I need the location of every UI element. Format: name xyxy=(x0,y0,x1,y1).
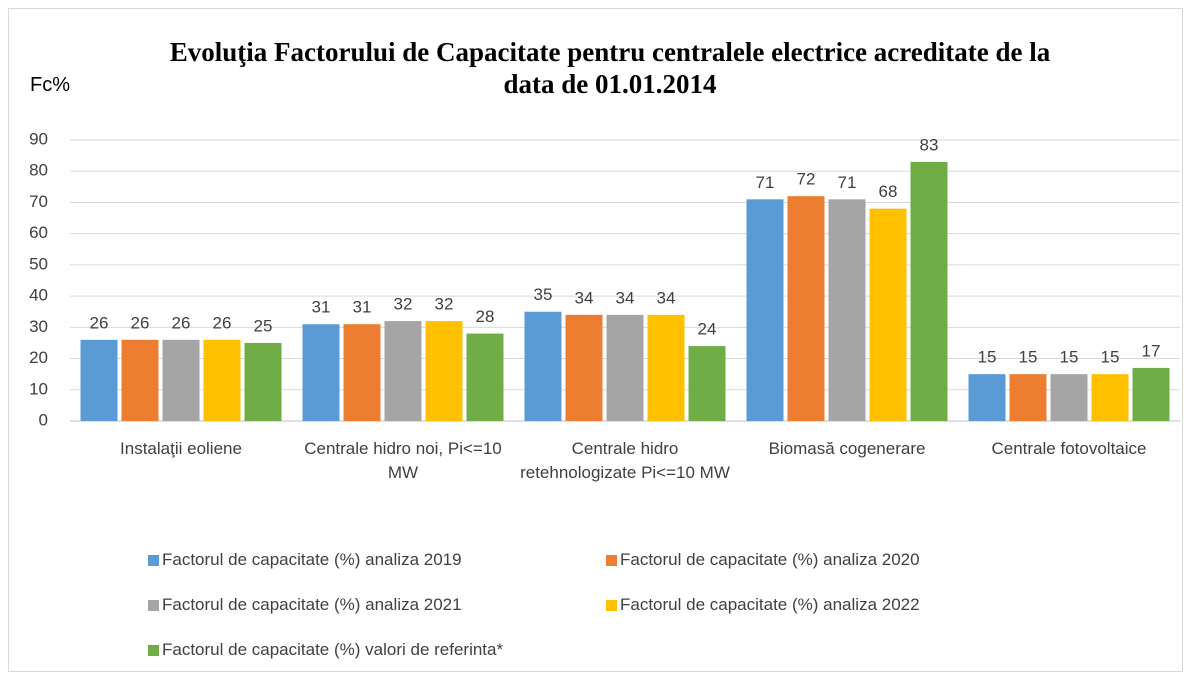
y-tick-label: 60 xyxy=(29,223,48,242)
data-label: 26 xyxy=(131,313,150,332)
legend-swatch xyxy=(606,554,617,566)
legend-swatch xyxy=(148,644,159,656)
legend-label: Factorul de capacitate (%) analiza 2019 xyxy=(162,550,462,569)
y-tick-label: 10 xyxy=(29,379,48,398)
data-label: 34 xyxy=(657,288,676,307)
bar xyxy=(869,208,907,421)
legend-label: Factorul de capacitate (%) analiza 2022 xyxy=(620,595,920,614)
bar xyxy=(203,339,241,421)
bar xyxy=(343,324,381,421)
data-label: 31 xyxy=(353,298,372,317)
y-tick-label: 90 xyxy=(29,129,48,148)
data-label: 25 xyxy=(254,316,273,335)
legend-label: Factorul de capacitate (%) analiza 2021 xyxy=(162,595,462,614)
data-label: 26 xyxy=(213,313,232,332)
bar xyxy=(384,321,422,421)
bar xyxy=(746,199,784,421)
bar xyxy=(565,314,603,421)
data-label: 34 xyxy=(575,288,594,307)
bar xyxy=(647,314,685,421)
y-tick-label: 70 xyxy=(29,192,48,211)
data-label: 26 xyxy=(90,313,109,332)
bar xyxy=(80,339,118,421)
data-label: 34 xyxy=(616,288,635,307)
legend-swatch xyxy=(148,554,159,566)
x-tick-label: Centrale hidro noi, Pi<=10 MW xyxy=(304,439,502,482)
bar xyxy=(1009,374,1047,421)
bar xyxy=(910,161,948,421)
bar xyxy=(524,311,562,421)
y-tick-label: 80 xyxy=(29,161,48,180)
bar xyxy=(1132,367,1170,421)
data-label: 26 xyxy=(172,313,191,332)
y-tick-label: 0 xyxy=(39,410,48,429)
bar xyxy=(425,321,463,421)
legend-item: Factorul de capacitate (%) analiza 2019 xyxy=(148,550,462,570)
bar xyxy=(828,199,866,421)
y-tick-label: 50 xyxy=(29,254,48,273)
data-label: 32 xyxy=(435,295,454,314)
legend-label: Factorul de capacitate (%) analiza 2020 xyxy=(620,550,920,569)
legend-item: Factorul de capacitate (%) analiza 2022 xyxy=(606,595,920,615)
data-label: 31 xyxy=(312,298,331,317)
bar xyxy=(162,339,200,421)
data-label: 24 xyxy=(698,320,717,339)
bar xyxy=(244,342,282,421)
bar xyxy=(1091,374,1129,421)
x-tick-label: Centrale hidro retehnologizate Pi<=10 MW xyxy=(520,439,730,482)
legend-item: Factorul de capacitate (%) analiza 2021 xyxy=(148,595,462,615)
data-label: 71 xyxy=(838,173,857,192)
bar xyxy=(121,339,159,421)
bar xyxy=(688,346,726,421)
bar xyxy=(968,374,1006,421)
data-label: 83 xyxy=(920,135,939,154)
x-tick-label: Biomasă cogenerare xyxy=(768,439,926,458)
data-label: 15 xyxy=(1101,348,1120,367)
data-label: 28 xyxy=(476,307,495,326)
legend-swatch xyxy=(148,599,159,611)
legend-item: Factorul de capacitate (%) analiza 2020 xyxy=(606,550,920,570)
data-label: 15 xyxy=(978,348,997,367)
data-label: 35 xyxy=(534,285,553,304)
x-tick-label: Centrale fotovoltaice xyxy=(991,439,1147,458)
data-label: 72 xyxy=(797,170,816,189)
data-label: 71 xyxy=(756,173,775,192)
chart-title: Evoluţia Factorului de Capacitate pentru… xyxy=(169,37,1051,99)
x-tick-label: Instalaţii eoliene xyxy=(120,439,242,458)
legend-item: Factorul de capacitate (%) valori de ref… xyxy=(148,640,503,660)
data-label: 32 xyxy=(394,295,413,314)
y-tick-label: 40 xyxy=(29,286,48,305)
legend-label: Factorul de capacitate (%) valori de ref… xyxy=(162,640,504,659)
bar xyxy=(787,196,825,421)
data-label: 15 xyxy=(1060,348,1079,367)
data-label: 68 xyxy=(879,182,898,201)
chart-frame xyxy=(8,8,1183,672)
y-axis-label: Fc% xyxy=(30,74,70,96)
data-label: 15 xyxy=(1019,348,1038,367)
bar xyxy=(302,324,340,421)
bar xyxy=(1050,374,1088,421)
bar xyxy=(606,314,644,421)
y-tick-label: 30 xyxy=(29,317,48,336)
bar xyxy=(466,333,504,421)
y-tick-label: 20 xyxy=(29,348,48,367)
legend-swatch xyxy=(606,599,617,611)
data-label: 17 xyxy=(1142,341,1161,360)
